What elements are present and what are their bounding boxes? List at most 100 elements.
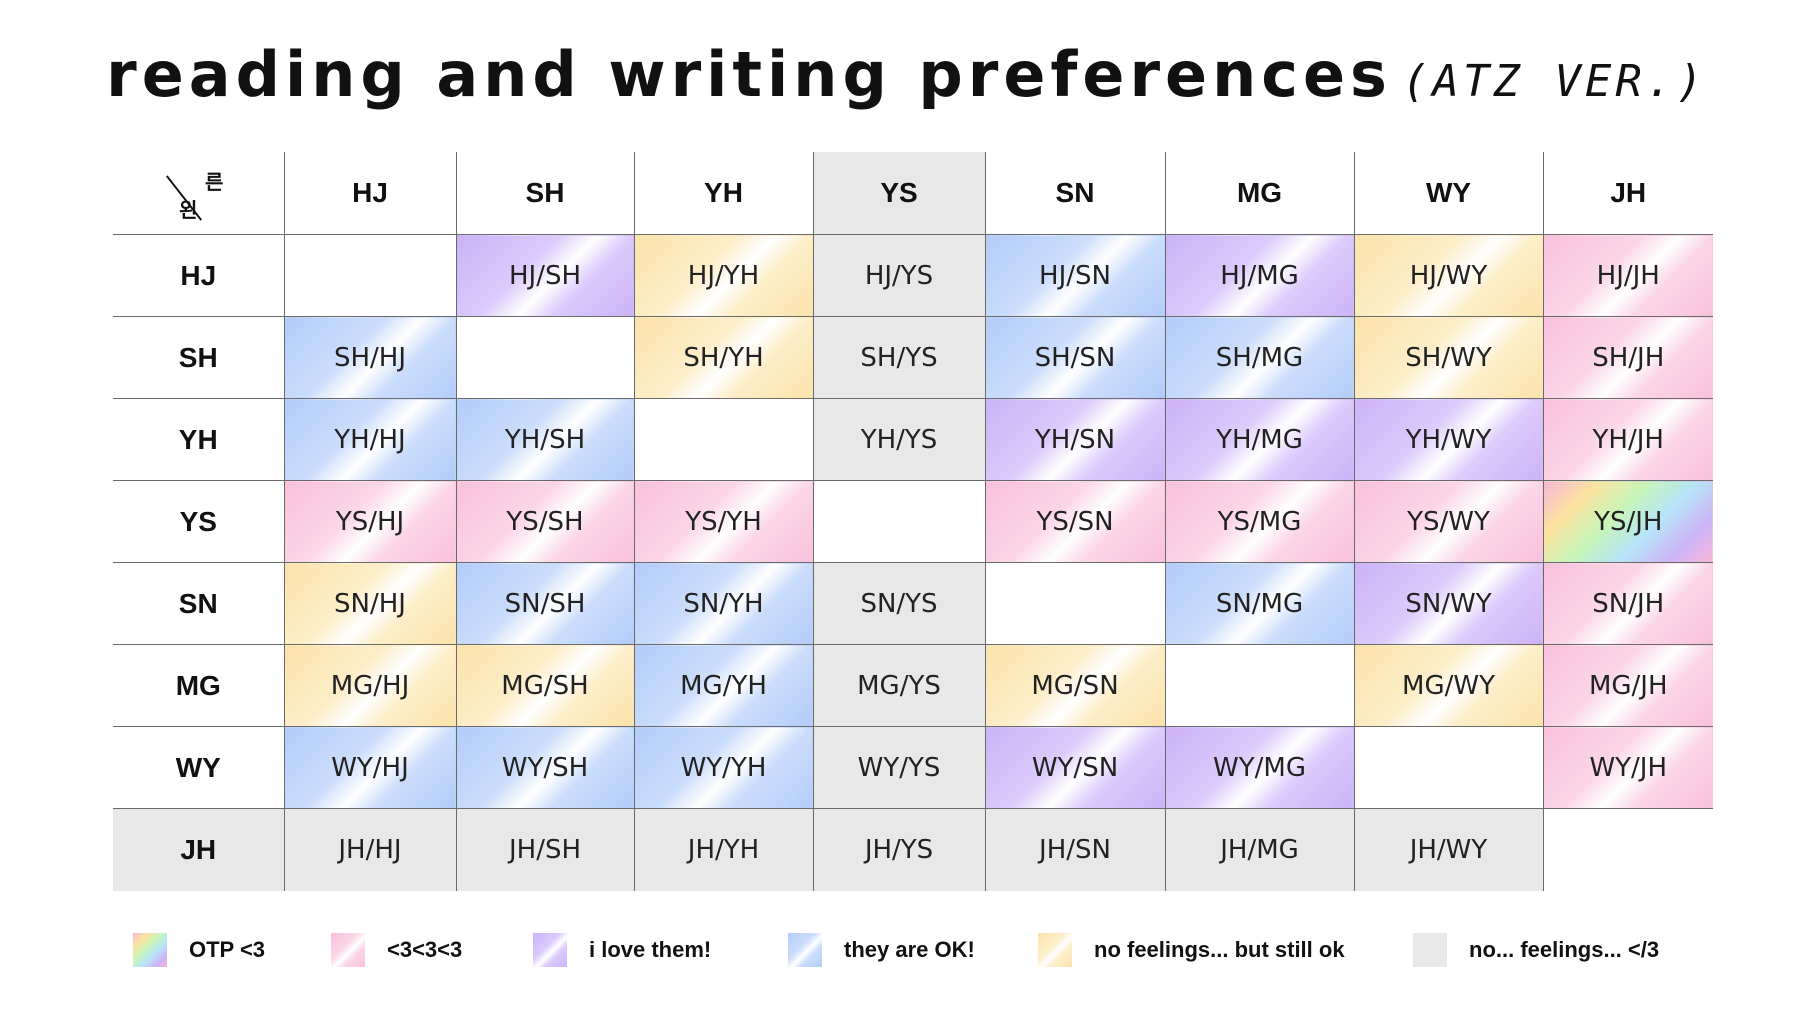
corner-cell: 른 왼 bbox=[113, 152, 284, 235]
legend-swatch-grey bbox=[1413, 933, 1447, 967]
empty-cell bbox=[633, 398, 813, 481]
pair-cell: YH/YS bbox=[812, 398, 985, 481]
pair-cell: SH/MG bbox=[1164, 316, 1354, 399]
pair-cell: MG/YS bbox=[812, 644, 985, 727]
matrix-row-yh: YH YH/HJ YH/SH YH/YS YH/SN YH/MG YH/WY YH/JH bbox=[113, 398, 1713, 481]
legend-swatch-blue bbox=[788, 933, 822, 967]
pair-cell: YH/JH bbox=[1542, 398, 1713, 481]
legend-item-yellow: no feelings... but still ok bbox=[1038, 930, 1345, 970]
header-row: 른 왼 HJ SH YH YS SN MG WY JH bbox=[113, 152, 1713, 235]
legend: OTP <3 <3<3<3 i love them! they are OK! … bbox=[133, 930, 1693, 970]
pair-cell: YH/WY bbox=[1353, 398, 1543, 481]
legend-item-purple: i love them! bbox=[533, 930, 711, 970]
pair-cell: SH/JH bbox=[1542, 316, 1713, 399]
pair-cell: JH/MG bbox=[1164, 808, 1354, 891]
column-header-wy: WY bbox=[1353, 152, 1543, 235]
corner-label-bottom: 왼 bbox=[179, 198, 198, 222]
pair-cell: YH/HJ bbox=[283, 398, 456, 481]
column-header-ys: YS bbox=[812, 152, 985, 235]
pair-cell: WY/SN bbox=[984, 726, 1165, 809]
pair-cell: SH/SN bbox=[984, 316, 1165, 399]
pair-cell: YS/JH bbox=[1542, 480, 1713, 563]
pair-cell: MG/JH bbox=[1542, 644, 1713, 727]
pair-cell: JH/YS bbox=[812, 808, 985, 891]
pair-cell: SN/YS bbox=[812, 562, 985, 645]
column-header-sn: SN bbox=[984, 152, 1165, 235]
title-version: (ATZ VER.) bbox=[1401, 56, 1707, 107]
page-title: reading and writing preferences (ATZ VER.… bbox=[0, 38, 1813, 111]
pair-cell: YS/SN bbox=[984, 480, 1165, 563]
pair-cell: MG/HJ bbox=[283, 644, 456, 727]
legend-swatch-pink bbox=[331, 933, 365, 967]
column-header-yh: YH bbox=[633, 152, 813, 235]
matrix-row-wy: WY WY/HJ WY/SH WY/YH WY/YS WY/SN WY/MG WY/JH bbox=[113, 726, 1713, 809]
title-main: reading and writing preferences bbox=[106, 38, 1392, 111]
legend-label: no... feelings... </3 bbox=[1469, 937, 1660, 962]
preference-matrix: 른 왼 HJ SH YH YS SN MG WY JH HJ HJ/SH HJ/YH… bbox=[113, 152, 1713, 891]
column-header-jh: JH bbox=[1542, 152, 1713, 235]
pair-cell: JH/SH bbox=[455, 808, 634, 891]
row-header: JH bbox=[113, 808, 284, 891]
pair-cell: MG/SN bbox=[984, 644, 1165, 727]
pair-cell: WY/YH bbox=[633, 726, 813, 809]
empty-cell bbox=[283, 234, 456, 317]
pair-cell: JH/YH bbox=[633, 808, 813, 891]
empty-cell bbox=[812, 480, 985, 563]
pair-cell: WY/MG bbox=[1164, 726, 1354, 809]
pair-cell: SN/MG bbox=[1164, 562, 1354, 645]
legend-swatch-purple bbox=[533, 933, 567, 967]
matrix-row-jh: JH JH/HJ JH/SH JH/YH JH/YS JH/SN JH/MG JH/WY bbox=[113, 808, 1713, 891]
empty-cell bbox=[984, 562, 1165, 645]
legend-item-pink: <3<3<3 bbox=[331, 930, 462, 970]
legend-label: OTP <3 bbox=[189, 937, 266, 962]
legend-label: no feelings... but still ok bbox=[1094, 937, 1345, 962]
pair-cell: YS/MG bbox=[1164, 480, 1354, 563]
pair-cell: WY/YS bbox=[812, 726, 985, 809]
legend-item-grey: no... feelings... </3 bbox=[1413, 930, 1659, 970]
pair-cell: YS/WY bbox=[1353, 480, 1543, 563]
corner-label-top: 른 bbox=[205, 170, 224, 194]
matrix-row-sn: SN SN/HJ SN/SH SN/YH SN/YS SN/MG SN/WY SN/JH bbox=[113, 562, 1713, 645]
pair-cell: SH/HJ bbox=[283, 316, 456, 399]
pair-cell: HJ/SH bbox=[455, 234, 634, 317]
legend-label: they are OK! bbox=[844, 937, 975, 962]
pair-cell: JH/SN bbox=[984, 808, 1165, 891]
row-header: SH bbox=[113, 316, 284, 399]
legend-item-otp: OTP <3 bbox=[133, 930, 265, 970]
legend-label: i love them! bbox=[589, 937, 712, 962]
pair-cell: HJ/YS bbox=[812, 234, 985, 317]
pair-cell: MG/SH bbox=[455, 644, 634, 727]
legend-swatch-yellow bbox=[1038, 933, 1072, 967]
matrix-row-hj: HJ HJ/SH HJ/YH HJ/YS HJ/SN HJ/MG HJ/WY HJ/JH bbox=[113, 234, 1713, 317]
pair-cell: SN/JH bbox=[1542, 562, 1713, 645]
matrix-row-sh: SH SH/HJ SH/YH SH/YS SH/SN SH/MG SH/WY SH/JH bbox=[113, 316, 1713, 399]
pair-cell: YH/SH bbox=[455, 398, 634, 481]
pair-cell: SN/WY bbox=[1353, 562, 1543, 645]
pair-cell: WY/HJ bbox=[283, 726, 456, 809]
pair-cell: YS/YH bbox=[633, 480, 813, 563]
matrix-row-mg: MG MG/HJ MG/SH MG/YH MG/YS MG/SN MG/WY MG/JH bbox=[113, 644, 1713, 727]
pair-cell: JH/WY bbox=[1353, 808, 1543, 891]
legend-label: <3<3<3 bbox=[387, 937, 463, 962]
row-header: YH bbox=[113, 398, 284, 481]
row-header: SN bbox=[113, 562, 284, 645]
pair-cell: SH/YS bbox=[812, 316, 985, 399]
pair-cell: MG/WY bbox=[1353, 644, 1543, 727]
pair-cell: SN/SH bbox=[455, 562, 634, 645]
pair-cell: SN/HJ bbox=[283, 562, 456, 645]
pair-cell: YS/HJ bbox=[283, 480, 456, 563]
empty-cell bbox=[1542, 808, 1713, 891]
pair-cell: SH/WY bbox=[1353, 316, 1543, 399]
row-header: WY bbox=[113, 726, 284, 809]
matrix-row-ys: YS YS/HJ YS/SH YS/YH YS/SN YS/MG YS/WY YS/JH bbox=[113, 480, 1713, 563]
legend-item-blue: they are OK! bbox=[788, 930, 975, 970]
pair-cell: HJ/WY bbox=[1353, 234, 1543, 317]
column-header-mg: MG bbox=[1164, 152, 1354, 235]
pair-cell: YH/MG bbox=[1164, 398, 1354, 481]
pair-cell: SH/YH bbox=[633, 316, 813, 399]
pair-cell: WY/JH bbox=[1542, 726, 1713, 809]
pair-cell: JH/HJ bbox=[283, 808, 456, 891]
empty-cell bbox=[455, 316, 634, 399]
row-header: YS bbox=[113, 480, 284, 563]
column-header-hj: HJ bbox=[283, 152, 456, 235]
